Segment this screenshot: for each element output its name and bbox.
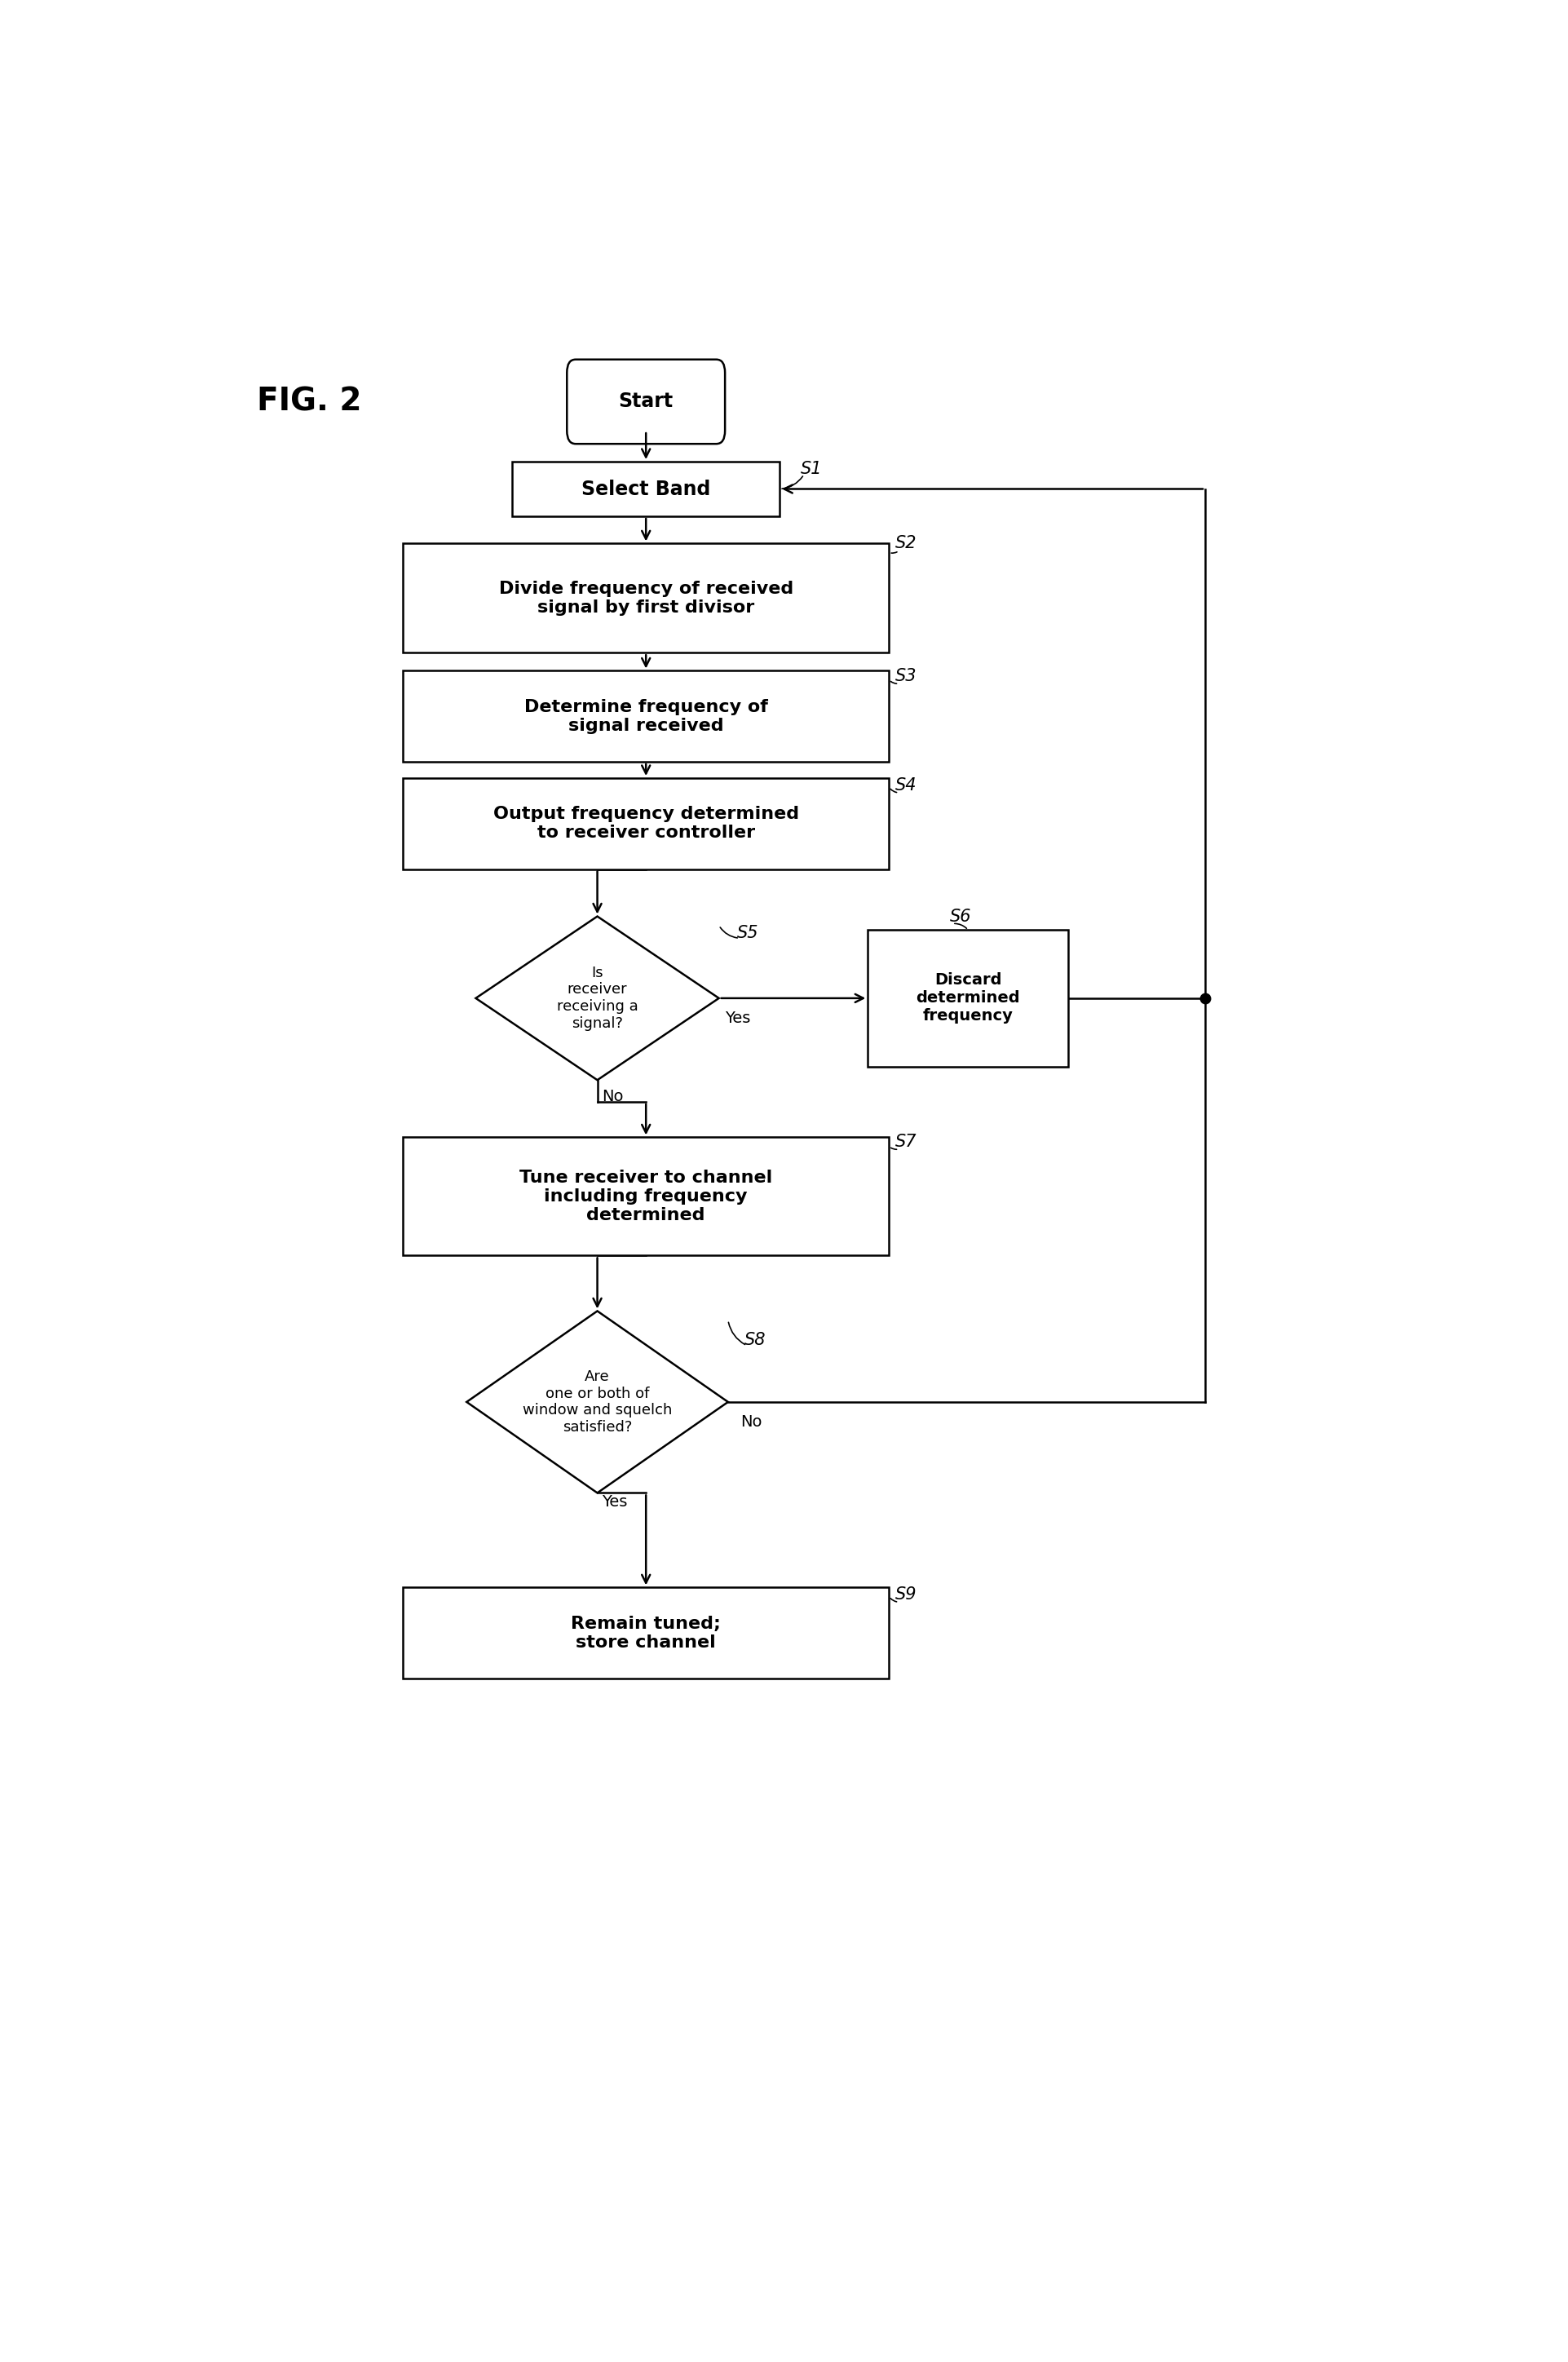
FancyBboxPatch shape [403, 671, 889, 763]
FancyBboxPatch shape [403, 1587, 889, 1679]
Text: Divide frequency of received
signal by first divisor: Divide frequency of received signal by f… [499, 581, 793, 616]
Text: No: No [602, 1089, 624, 1103]
Text: S8: S8 [745, 1332, 765, 1349]
FancyBboxPatch shape [566, 359, 724, 444]
Text: Start: Start [618, 392, 673, 411]
Text: S6: S6 [950, 909, 971, 924]
Text: Is
receiver
receiving a
signal?: Is receiver receiving a signal? [557, 966, 638, 1030]
Text: S7: S7 [895, 1134, 916, 1150]
Text: Yes: Yes [602, 1495, 627, 1509]
Text: Select Band: Select Band [582, 479, 710, 498]
FancyBboxPatch shape [403, 543, 889, 652]
Text: Are
one or both of
window and squelch
satisfied?: Are one or both of window and squelch sa… [522, 1370, 671, 1434]
Text: Remain tuned;
store channel: Remain tuned; store channel [571, 1616, 721, 1651]
FancyBboxPatch shape [867, 931, 1068, 1065]
Text: S9: S9 [895, 1587, 916, 1604]
Text: No: No [740, 1415, 762, 1429]
FancyBboxPatch shape [403, 1138, 889, 1257]
Text: Determine frequency of
signal received: Determine frequency of signal received [524, 699, 767, 735]
FancyBboxPatch shape [403, 777, 889, 869]
Text: FIG. 2: FIG. 2 [257, 385, 362, 418]
Text: S2: S2 [895, 536, 916, 553]
FancyBboxPatch shape [511, 461, 779, 517]
Text: S5: S5 [737, 924, 759, 940]
Text: S4: S4 [895, 777, 916, 794]
Polygon shape [466, 1311, 728, 1493]
Text: S3: S3 [895, 668, 916, 685]
Text: Output frequency determined
to receiver controller: Output frequency determined to receiver … [492, 805, 798, 841]
Text: Discard
determined
frequency: Discard determined frequency [916, 973, 1019, 1023]
Polygon shape [475, 916, 718, 1079]
Text: Tune receiver to channel
including frequency
determined: Tune receiver to channel including frequ… [519, 1169, 771, 1224]
Text: Yes: Yes [724, 1011, 750, 1025]
Text: S1: S1 [800, 461, 822, 477]
